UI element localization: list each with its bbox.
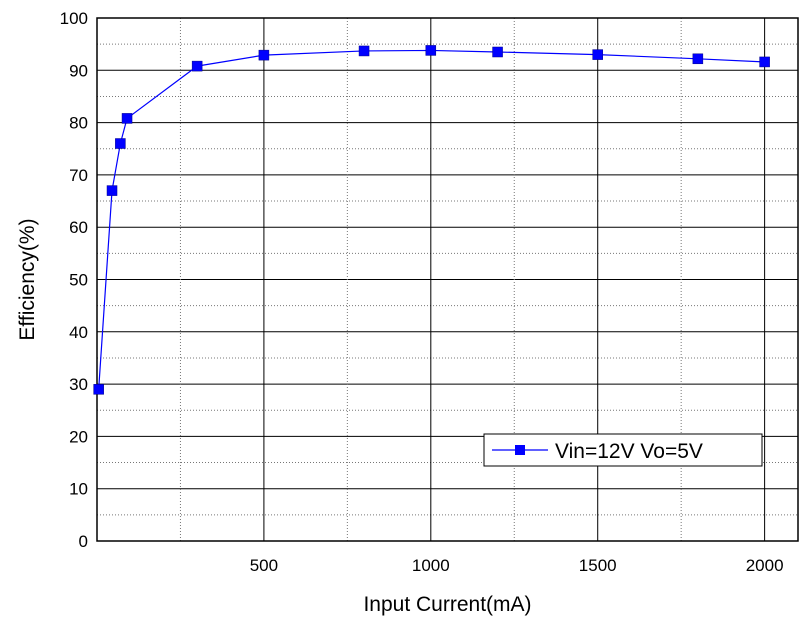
data-point-marker: [115, 138, 126, 149]
y-tick-label: 80: [69, 114, 88, 133]
data-point-marker: [258, 49, 270, 61]
x-axis-label: Input Current(mA): [363, 593, 531, 616]
series: [93, 45, 770, 395]
y-tick-label: 70: [69, 166, 88, 185]
y-axis-label: Efficiency(%): [16, 218, 39, 340]
x-tick-label: 500: [250, 556, 278, 575]
data-point-marker: [692, 53, 704, 65]
y-tick-label: 100: [60, 9, 88, 28]
y-tick-label: 10: [69, 480, 88, 499]
y-tick-label: 0: [79, 532, 88, 551]
x-tick-label: 1000: [412, 556, 450, 575]
legend: Vin=12V Vo=5V: [483, 433, 763, 467]
axes: [96, 17, 799, 542]
y-tick-label: 90: [69, 61, 88, 80]
data-point-marker: [106, 185, 118, 196]
x-tick-label: 2000: [746, 556, 784, 575]
data-point-marker: [492, 46, 503, 58]
tick-labels: 0 10 20 30 40 50 60 70 80 90 100 500 1000 1500 2000: [60, 9, 784, 575]
data-point-marker: [759, 56, 770, 68]
legend-marker: [515, 445, 525, 455]
y-tick-label: 50: [69, 271, 88, 290]
data-point-marker: [191, 60, 203, 72]
y-tick-label: 40: [69, 323, 88, 342]
data-point-marker: [121, 113, 133, 124]
data-point-marker: [93, 384, 104, 395]
data-point-marker: [425, 45, 437, 56]
y-tick-label: 20: [69, 427, 88, 446]
y-tick-label: 30: [69, 375, 88, 394]
series-line: [98, 49, 765, 390]
x-tick-label: 1500: [579, 556, 617, 575]
data-point-marker: [358, 45, 370, 57]
plot-border: [96, 17, 799, 542]
legend-label: Vin=12V Vo=5V: [555, 440, 703, 463]
data-point-marker: [592, 49, 603, 60]
y-tick-label: 60: [69, 218, 88, 237]
